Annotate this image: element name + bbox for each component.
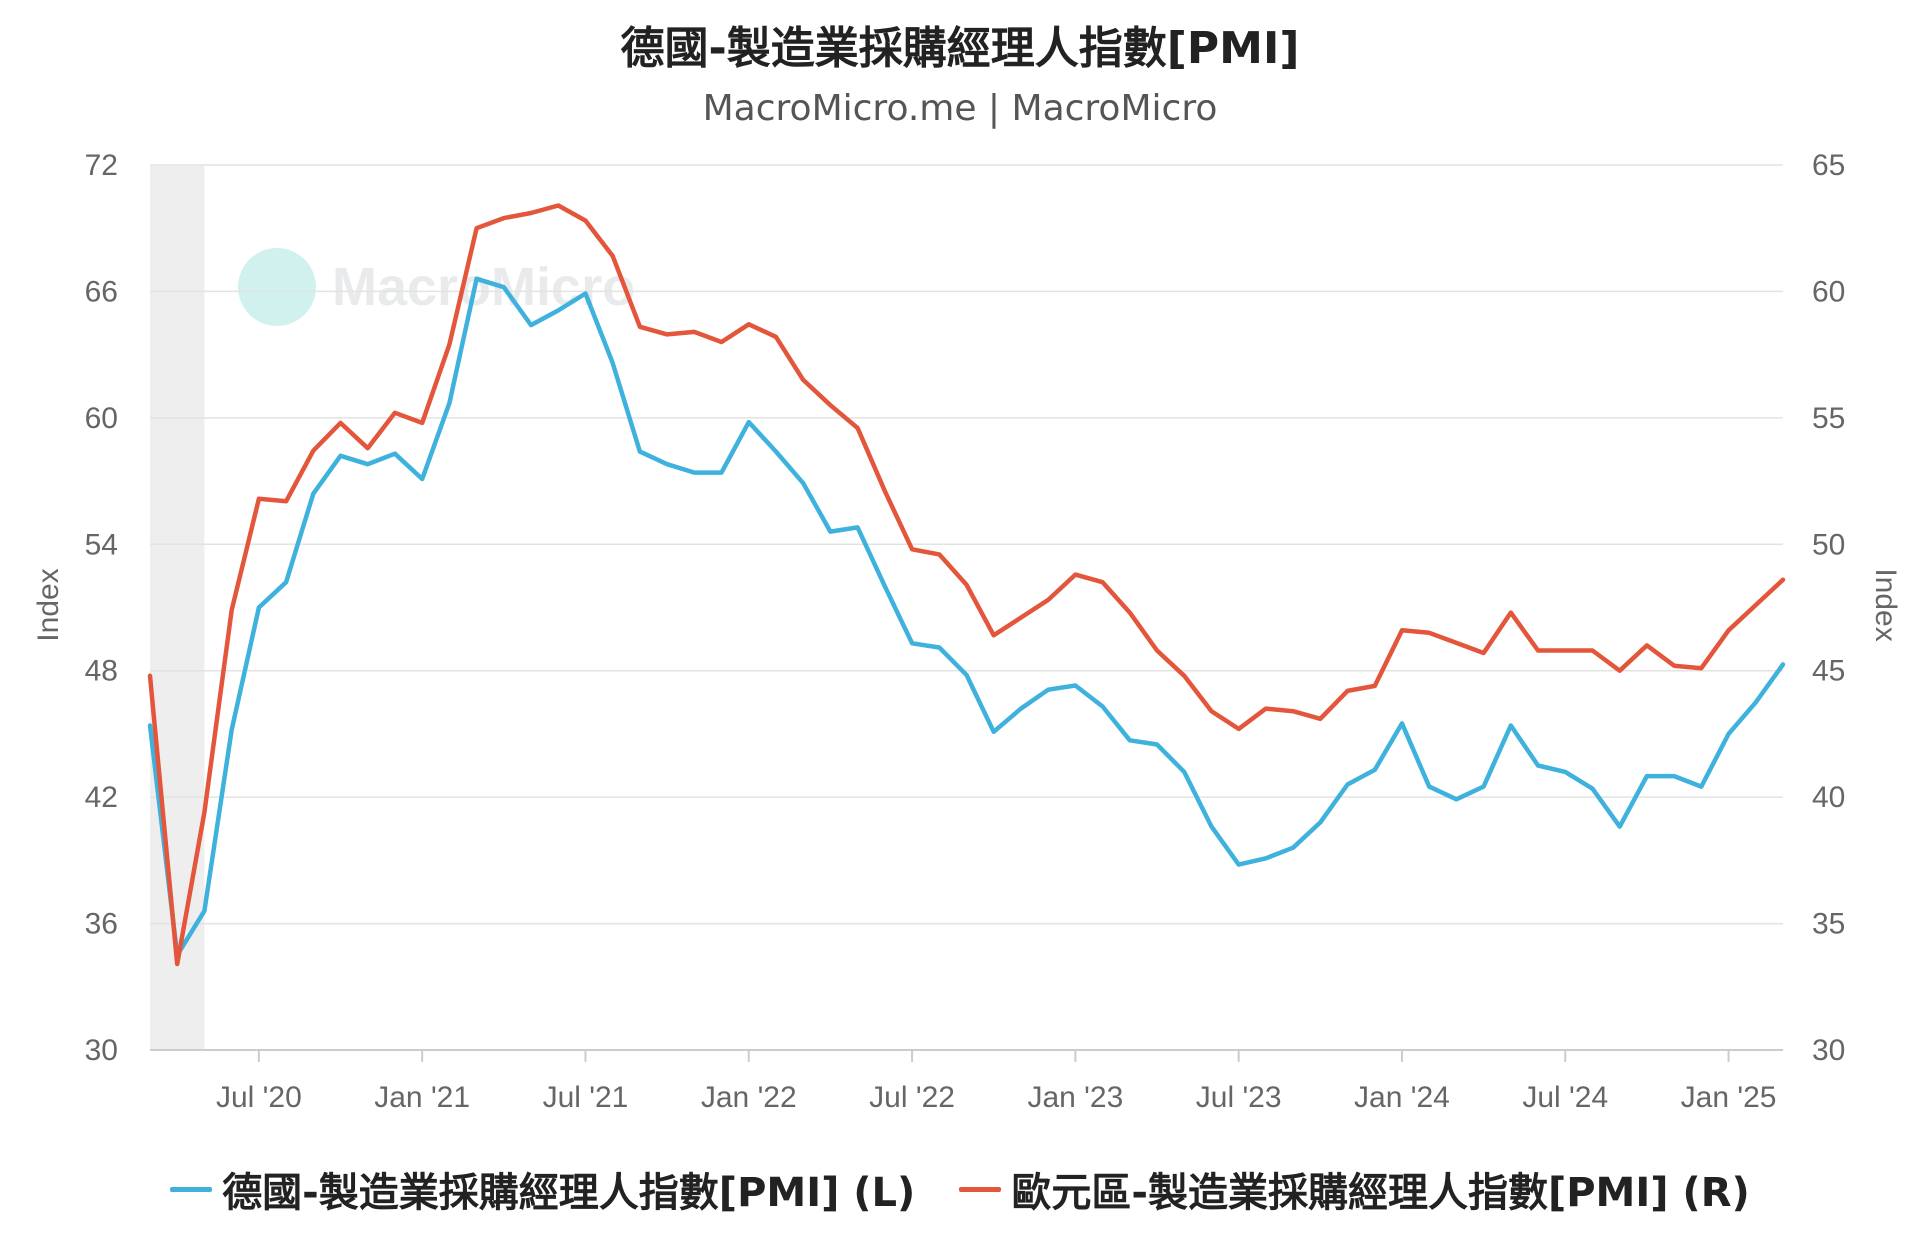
x-tick-label: Jul '22 <box>869 1081 955 1114</box>
shaded-region <box>150 165 205 1050</box>
legend-swatch-eurozone <box>959 1186 1002 1192</box>
x-tick-label: Jan '25 <box>1681 1081 1777 1114</box>
legend-item-eurozone[interactable]: 歐元區-製造業採購經理人指數[PMI] (R) <box>959 1160 1750 1218</box>
watermark-logo-icon <box>238 248 316 326</box>
y-left-tick-label: 66 <box>85 275 118 308</box>
x-tick-label: Jul '23 <box>1196 1081 1282 1114</box>
y-left-tick-label: 42 <box>85 781 118 814</box>
legend-swatch-germany <box>170 1186 213 1192</box>
y-left-tick-label: 54 <box>85 528 118 561</box>
y-axis-left-label: Index <box>32 568 65 641</box>
x-tick-label: Jul '24 <box>1522 1081 1608 1114</box>
x-tick-label: Jan '21 <box>374 1081 470 1114</box>
chart-subtitle: MacroMicro.me | MacroMicro <box>702 88 1218 129</box>
y-left-tick-label: 30 <box>85 1034 118 1067</box>
watermark-text: MacroMicro <box>332 257 636 317</box>
y-right-tick-label: 50 <box>1812 528 1845 561</box>
legend-label-germany: 德國-製造業採購經理人指數[PMI] (L) <box>222 1170 916 1216</box>
y-left-tick-label: 72 <box>85 149 118 182</box>
x-tick-label: Jan '22 <box>701 1081 797 1114</box>
y-right-tick-label: 60 <box>1812 275 1845 308</box>
y-left-tick-label: 36 <box>85 908 118 941</box>
y-right-tick-label: 40 <box>1812 781 1845 814</box>
series-line-eurozone[interactable] <box>147 203 1786 967</box>
y-right-tick-label: 30 <box>1812 1034 1845 1067</box>
x-tick-label: Jan '23 <box>1027 1081 1123 1114</box>
y-left-tick-label: 60 <box>85 402 118 435</box>
series-layer <box>147 203 1786 967</box>
y-axis-right-label: Index <box>1869 568 1902 641</box>
y-left-tick-label: 48 <box>85 655 118 688</box>
watermark: MacroMicro <box>238 248 635 326</box>
line-chart: 30 36 42 48 54 60 66 72 30 35 40 45 50 55 60 65 Jul '20 J… <box>32 149 1902 1114</box>
x-tick-label: Jul '21 <box>543 1081 629 1114</box>
x-tick-label: Jan '24 <box>1354 1081 1450 1114</box>
gridlines <box>150 164 1783 1051</box>
y-right-tick-label: 55 <box>1812 402 1845 435</box>
x-tick-label: Jul '20 <box>216 1081 302 1114</box>
chart-title: 德國-製造業採購經理人指數[PMI] <box>620 23 1300 74</box>
y-right-tick-label: 35 <box>1812 908 1845 941</box>
series-line-germany[interactable] <box>147 276 1786 958</box>
legend: 德國-製造業採購經理人指數[PMI] (L) 歐元區-製造業採購經理人指數[PM… <box>0 1160 1920 1218</box>
shaded-region-layer <box>150 165 205 1050</box>
legend-item-germany[interactable]: 德國-製造業採購經理人指數[PMI] (L) <box>170 1160 915 1218</box>
legend-label-eurozone: 歐元區-製造業採購經理人指數[PMI] (R) <box>1011 1170 1750 1216</box>
axes: 30 36 42 48 54 60 66 72 30 35 40 45 50 55 60 65 Jul '20 J… <box>85 149 1846 1114</box>
y-right-tick-label: 45 <box>1812 655 1845 688</box>
y-right-tick-label: 65 <box>1812 149 1845 182</box>
